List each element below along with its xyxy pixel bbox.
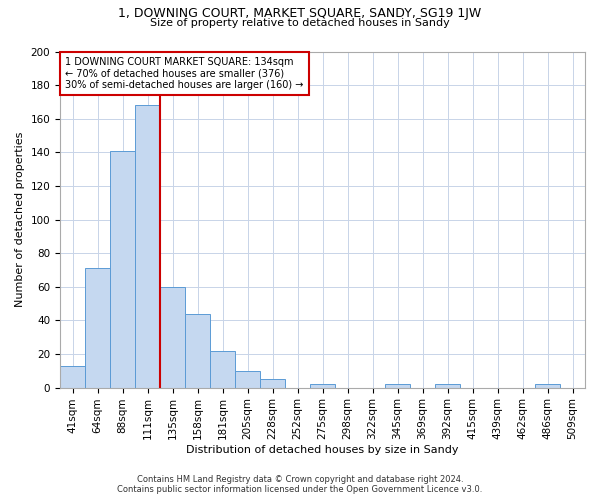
Bar bbox=[135, 106, 160, 388]
Bar bbox=[85, 268, 110, 388]
Text: 1, DOWNING COURT, MARKET SQUARE, SANDY, SG19 1JW: 1, DOWNING COURT, MARKET SQUARE, SANDY, … bbox=[118, 8, 482, 20]
Bar bbox=[160, 287, 185, 388]
Bar bbox=[60, 366, 85, 388]
Text: 1 DOWNING COURT MARKET SQUARE: 134sqm
← 70% of detached houses are smaller (376): 1 DOWNING COURT MARKET SQUARE: 134sqm ← … bbox=[65, 56, 304, 90]
Bar bbox=[310, 384, 335, 388]
Bar bbox=[110, 150, 135, 388]
Y-axis label: Number of detached properties: Number of detached properties bbox=[15, 132, 25, 307]
Text: Contains HM Land Registry data © Crown copyright and database right 2024.
Contai: Contains HM Land Registry data © Crown c… bbox=[118, 474, 482, 494]
X-axis label: Distribution of detached houses by size in Sandy: Distribution of detached houses by size … bbox=[186, 445, 459, 455]
Text: Size of property relative to detached houses in Sandy: Size of property relative to detached ho… bbox=[150, 18, 450, 28]
Bar bbox=[435, 384, 460, 388]
Bar bbox=[385, 384, 410, 388]
Bar bbox=[235, 371, 260, 388]
Bar bbox=[260, 379, 285, 388]
Bar bbox=[210, 350, 235, 388]
Bar bbox=[185, 314, 210, 388]
Bar bbox=[535, 384, 560, 388]
